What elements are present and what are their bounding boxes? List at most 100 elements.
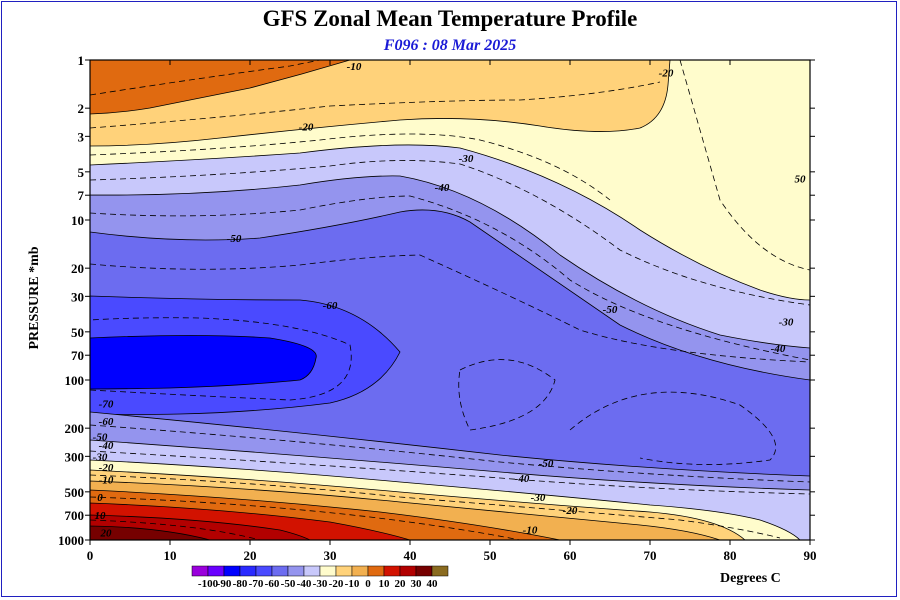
dashed-isotherm [90,60,321,96]
colorbar-tick-label: -80 [233,578,248,590]
dashed-isotherm [90,450,810,495]
contour-label: -40 [771,343,786,355]
dashed-isotherm [90,160,810,306]
contour-labels: -10-20-20-30-40-50-60 -50-30-4050-70-60-5… [93,61,806,540]
y-tick-label: 2 [78,101,85,116]
dashed-isotherm [90,519,261,540]
dashed-isotherm [90,254,810,363]
contour-label: -50 [227,233,242,245]
y-tick-label: 5 [78,165,85,180]
dashed-isotherm [90,496,521,540]
contour-label: -30 [531,492,546,504]
colorbar-swatch [431,565,449,577]
colorbar-tick-label: -50 [281,578,296,590]
colorbar-swatch [335,565,353,577]
contour-label: -30 [459,153,474,165]
colorbar-tick-label: 20 [395,578,407,590]
x-tick-label: 0 [87,548,94,563]
colorbar-tick-label: -60 [265,578,280,590]
y-tick-label: 1 [78,53,85,68]
y-tick-label: 100 [65,373,85,388]
contour-label: -30 [93,451,108,463]
colorbar-swatch [303,565,321,577]
dashed-isotherm [458,359,556,431]
dashed-isotherm [90,424,810,483]
colorbar-tick-label: -100 [198,578,219,590]
dashed-isotherm [569,391,776,465]
y-tick-label: 10 [71,213,84,228]
colorbar-tick-label: -70 [249,578,264,590]
contour-label: 10 [95,510,107,522]
colorbar-swatch [223,565,241,577]
contour-band [90,60,351,115]
colorbar-swatch [191,565,209,577]
colorbar-tick-label: -20 [329,578,344,590]
colorbar-swatch [271,565,289,577]
x-tick-label: 60 [564,548,577,563]
contour-label: -50 [539,458,554,470]
chart-subtitle: F096 : 08 Mar 2025 [383,37,517,54]
colorbar-swatch [383,565,401,577]
contour-label: -10 [99,475,114,487]
colorbar-tick-label: 40 [427,578,439,590]
x-tick-label: 20 [244,548,257,563]
colorbar-units-label: Degrees C [720,571,781,586]
contour-label: -50 [603,304,618,316]
x-tick-label: 70 [644,548,657,563]
x-tick-label: 80 [724,548,737,563]
y-tick-label: 30 [71,289,84,304]
colorbar-swatch [255,565,273,577]
colorbar-swatch [287,565,305,577]
colorbar-tick-label: -40 [297,578,312,590]
contour-label: -40 [99,440,114,452]
plot-border [89,59,811,541]
colorbar-tick-label: 10 [379,578,391,590]
colorbar-tick-label: 30 [411,578,423,590]
contour-label: -60 [323,300,338,312]
contour-label: -40 [435,182,450,194]
x-tick-label: 30 [324,548,337,563]
contour-label: -60 [99,416,114,428]
x-tick-label: 50 [484,548,497,563]
colorbar-tick-label: 0 [365,578,371,590]
colorbar-swatch [207,565,225,577]
colorbar-swatch [351,565,369,577]
colorbar-tick-label: -10 [345,578,360,590]
y-tick-label: 200 [65,421,85,436]
y-tick-label: 500 [65,485,85,500]
contour-label: 50 [795,173,807,185]
dashed-isotherm [679,60,810,271]
colorbar: -100-90 -80 -70 -60 -50 -40 -30 -20 -10 0 10 20 30 40 [191,565,449,590]
contour-band [90,335,317,390]
contour-label: -20 [299,121,314,133]
contour-label: 0 [97,492,103,504]
dashed-isotherm [90,195,810,361]
colorbar-tick-label: -90 [217,578,232,590]
contour-label: -70 [99,398,114,410]
contour-label: -20 [99,462,114,474]
colorbar-tick-label: -30 [313,578,328,590]
y-tick-label: 700 [65,508,85,523]
dashed-isotherm [90,133,611,201]
chart-title: GFS Zonal Mean Temperature Profile [262,6,638,31]
contour-label: -30 [779,316,794,328]
contour-label: 20 [100,528,113,540]
y-tick-label: 300 [65,449,85,464]
filled-contours [90,60,810,540]
dashed-isotherm [90,474,781,539]
contour-label: -10 [523,525,538,537]
contour-label: -10 [347,61,362,73]
y-tick-label: 50 [71,325,84,340]
x-tick-label: 40 [404,548,417,563]
x-tick-label: 10 [164,548,177,563]
y-tick-label: 70 [71,348,84,363]
contour-label: -20 [659,68,674,80]
x-axis: 0 10 20 30 40 50 60 70 80 90 [87,60,817,563]
contour-label: -40 [515,473,530,485]
y-tick-label: 7 [78,188,85,203]
y-tick-label: 1000 [58,533,84,548]
colorbar-swatch [319,565,337,577]
